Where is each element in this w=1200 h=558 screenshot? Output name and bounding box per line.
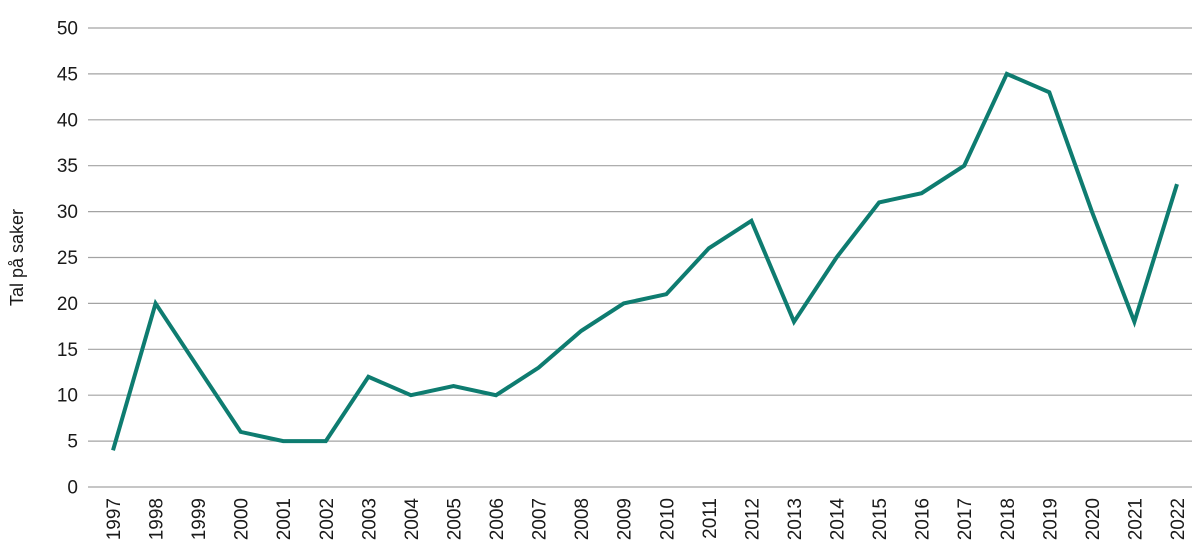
x-tick-label: 2018 — [998, 498, 1019, 540]
y-tick-label: 10 — [57, 386, 78, 407]
y-tick-label: 20 — [57, 294, 78, 315]
x-tick-label: 2002 — [317, 498, 338, 540]
x-tick-label: 1997 — [104, 498, 125, 540]
x-tick-label: 2015 — [870, 498, 891, 540]
y-tick-label: 30 — [57, 202, 78, 223]
x-tick-label: 2005 — [444, 498, 465, 540]
x-tick-label: 2001 — [274, 498, 295, 540]
x-tick-label: 2004 — [402, 498, 423, 541]
y-tick-label: 5 — [67, 432, 78, 453]
x-tick-label: 2009 — [615, 498, 636, 540]
y-axis-title: Tal på saker — [7, 209, 27, 306]
x-tick-label: 2010 — [657, 498, 678, 540]
x-tick-label: 1998 — [147, 498, 168, 540]
x-tick-label: 2020 — [1083, 498, 1104, 540]
x-tick-label: 2012 — [742, 498, 763, 540]
y-tick-label: 50 — [57, 19, 78, 40]
x-tick-label: 2022 — [1168, 498, 1189, 540]
x-tick-label: 2017 — [955, 498, 976, 540]
x-tick-label: 2021 — [1125, 498, 1146, 540]
x-tick-label: 2011 — [700, 498, 721, 539]
x-tick-label: 2003 — [359, 498, 380, 540]
x-tick-label: 2013 — [785, 498, 806, 540]
x-tick-label: 2008 — [572, 498, 593, 540]
x-tick-label: 2006 — [487, 498, 508, 540]
y-tick-label: 40 — [57, 110, 78, 131]
x-tick-label: 2000 — [232, 498, 253, 540]
x-tick-label: 2014 — [828, 498, 849, 541]
x-tick-label: 2007 — [530, 498, 551, 540]
series-line — [111, 71, 1179, 451]
y-tick-label: 15 — [57, 340, 78, 361]
y-tick-label: 0 — [67, 478, 78, 499]
y-tick-label: 25 — [57, 248, 78, 269]
x-tick-label: 1999 — [189, 498, 210, 540]
y-tick-label: 35 — [57, 156, 78, 177]
x-tick-label: 2019 — [1040, 498, 1061, 540]
y-tick-label: 45 — [57, 64, 78, 85]
x-tick-label: 2016 — [913, 498, 934, 540]
